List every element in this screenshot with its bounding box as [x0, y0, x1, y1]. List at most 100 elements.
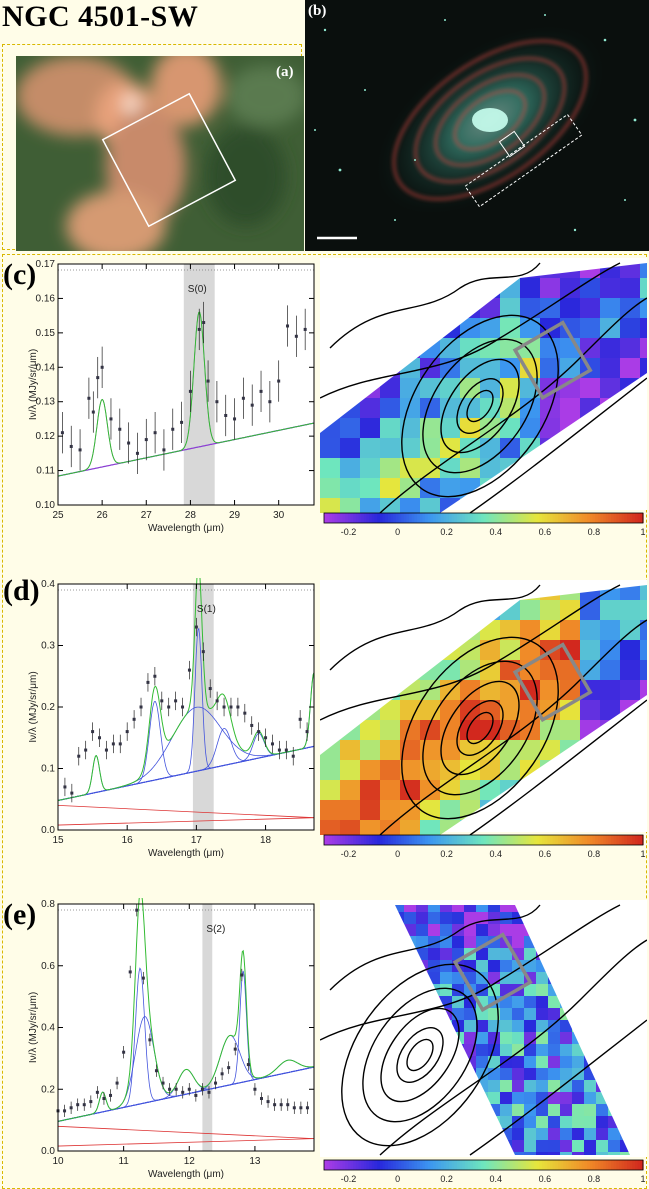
data-point [89, 1100, 93, 1104]
contour-lines [320, 584, 647, 836]
map-pixel [480, 318, 500, 338]
map-pixel [500, 948, 512, 960]
map-pixel [640, 640, 647, 660]
map-pixel [480, 418, 500, 438]
colorbar-tick-label: 0 [395, 1174, 400, 1184]
data-point [109, 1093, 113, 1097]
x-tick-label: 15 [52, 835, 64, 846]
data-point [241, 396, 245, 400]
colorbar-tick-label: 0.2 [440, 527, 453, 537]
map-pixel [536, 972, 548, 984]
data-point [84, 748, 88, 752]
map-pixel [560, 1152, 572, 1155]
data-point [286, 1103, 290, 1107]
map-pixel [620, 1140, 630, 1152]
contour-lines [320, 904, 647, 1156]
map-pixel [524, 1044, 536, 1056]
data-point [125, 730, 129, 734]
map-pixel [380, 378, 400, 398]
map-pixel [620, 358, 640, 378]
map-pixel [540, 600, 560, 620]
map-pixel [596, 1104, 608, 1116]
data-point [194, 625, 198, 629]
h2-map-s1: -0.2 0 0.2 0.4 0.6 0.8 1 [320, 580, 647, 859]
data-point [264, 736, 268, 740]
map-pixel [420, 700, 440, 720]
data-point [194, 1093, 198, 1097]
map-pixel [560, 318, 580, 338]
data-point [215, 699, 219, 703]
map-pixel [420, 760, 440, 780]
data-point [161, 1081, 165, 1085]
slit-box [452, 932, 533, 1013]
map-pixel [512, 1116, 524, 1128]
map-pixel [640, 278, 647, 298]
map-pixel [520, 298, 540, 318]
y-tick-label: 0.3 [41, 641, 55, 652]
map-pixel [380, 398, 400, 418]
colorbar-tick-label: 0.8 [588, 849, 601, 859]
map-pixel [420, 458, 440, 478]
map-pixel [440, 438, 460, 458]
map-pixel [500, 960, 512, 972]
map-pixel [500, 640, 520, 660]
component-curve-6 [57, 672, 315, 801]
x-tick-label: 10 [52, 1156, 64, 1167]
map-pixel [420, 800, 440, 820]
map-pixel [580, 640, 600, 660]
total-fit-curve [57, 898, 315, 1122]
map-pixel [548, 1068, 560, 1080]
colorbar-tick-label: -0.2 [341, 849, 357, 859]
map-pixel [464, 1020, 476, 1032]
image-a [16, 56, 304, 251]
map-pixel [340, 760, 360, 780]
map-pixel [524, 1080, 536, 1092]
map-pixel [440, 936, 452, 948]
map-pixel [548, 1104, 560, 1116]
map-pixel [560, 1032, 572, 1044]
map-pixel [360, 458, 380, 478]
map-pixel [560, 720, 580, 740]
map-pixel [572, 1128, 584, 1140]
data-point [109, 417, 113, 421]
map-pixel [596, 1116, 608, 1128]
data-point [135, 451, 139, 455]
data-point [132, 717, 136, 721]
map-pixel [560, 278, 580, 298]
map-pixel [452, 996, 464, 1008]
map-pixel [512, 1008, 524, 1020]
map-pixel [380, 760, 400, 780]
x-tick-label: 29 [229, 510, 241, 521]
x-tick-label: 26 [97, 510, 109, 521]
data-point [298, 717, 302, 721]
map-pixel [500, 912, 512, 924]
colorbar-tick-label: 0 [395, 527, 400, 537]
map-pixel [488, 924, 500, 936]
map-pixel [524, 948, 536, 960]
map-pixel [420, 478, 440, 498]
map-pixel [548, 1044, 560, 1056]
map-pixel [440, 905, 452, 912]
map-pixel [440, 740, 460, 760]
map-pixel [440, 948, 452, 960]
map-pixel [404, 912, 416, 924]
map-pixel [640, 338, 647, 358]
colorbar-tick-label: 0.2 [440, 849, 453, 859]
map-pixel [440, 660, 460, 680]
map-pixel [620, 600, 640, 620]
data-point [233, 417, 237, 421]
map-pixel [400, 498, 420, 513]
map-pixel [512, 1080, 524, 1092]
colorbar-tick-label: 0.2 [440, 1174, 453, 1184]
data-point [294, 334, 298, 338]
data-point [171, 427, 175, 431]
map-pixel [360, 418, 380, 438]
map-pixel [460, 338, 480, 358]
data-point [291, 754, 295, 758]
map-pixel [620, 263, 640, 278]
data-point [154, 1069, 158, 1073]
map-pixel [500, 1104, 512, 1116]
map-pixel [536, 1104, 548, 1116]
map-pixel [512, 1140, 524, 1152]
total-fit-curve [57, 311, 315, 477]
